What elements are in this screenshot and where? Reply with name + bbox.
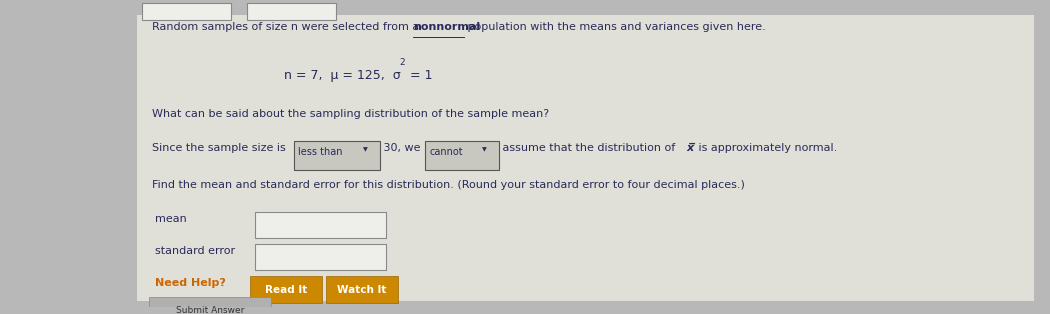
FancyBboxPatch shape bbox=[247, 3, 336, 20]
Text: standard error: standard error bbox=[155, 246, 235, 256]
Text: less than: less than bbox=[298, 147, 342, 157]
FancyBboxPatch shape bbox=[294, 141, 380, 171]
Text: 30, we: 30, we bbox=[380, 143, 424, 153]
Text: ▼: ▼ bbox=[482, 148, 487, 153]
Text: assume that the distribution of: assume that the distribution of bbox=[499, 143, 678, 153]
FancyBboxPatch shape bbox=[142, 3, 231, 20]
Text: Find the mean and standard error for this distribution. (Round your standard err: Find the mean and standard error for thi… bbox=[152, 180, 746, 190]
Text: 2: 2 bbox=[400, 58, 405, 68]
Text: ▼: ▼ bbox=[363, 148, 369, 153]
Text: Since the sample size is: Since the sample size is bbox=[152, 143, 290, 153]
Text: Need Help?: Need Help? bbox=[155, 278, 227, 288]
Text: = 1: = 1 bbox=[406, 69, 433, 82]
FancyBboxPatch shape bbox=[425, 141, 499, 171]
Text: Watch It: Watch It bbox=[337, 285, 386, 295]
Text: population with the means and variances given here.: population with the means and variances … bbox=[464, 21, 765, 31]
FancyBboxPatch shape bbox=[326, 276, 398, 303]
FancyBboxPatch shape bbox=[149, 297, 271, 314]
FancyBboxPatch shape bbox=[136, 15, 1034, 301]
Text: Submit Answer: Submit Answer bbox=[175, 306, 245, 314]
Text: mean: mean bbox=[155, 214, 187, 224]
FancyBboxPatch shape bbox=[250, 276, 322, 303]
Text: is approximately normal.: is approximately normal. bbox=[695, 143, 837, 153]
Text: n = 7,  μ = 125,  σ: n = 7, μ = 125, σ bbox=[284, 69, 400, 82]
FancyBboxPatch shape bbox=[255, 244, 386, 270]
Text: cannot: cannot bbox=[429, 147, 463, 157]
Text: nonnormal: nonnormal bbox=[413, 21, 480, 31]
Text: x̅: x̅ bbox=[686, 143, 693, 153]
Text: Read It: Read It bbox=[265, 285, 308, 295]
FancyBboxPatch shape bbox=[255, 212, 386, 238]
Text: Random samples of size n were selected from a: Random samples of size n were selected f… bbox=[152, 21, 423, 31]
Text: What can be said about the sampling distribution of the sample mean?: What can be said about the sampling dist… bbox=[152, 109, 549, 119]
